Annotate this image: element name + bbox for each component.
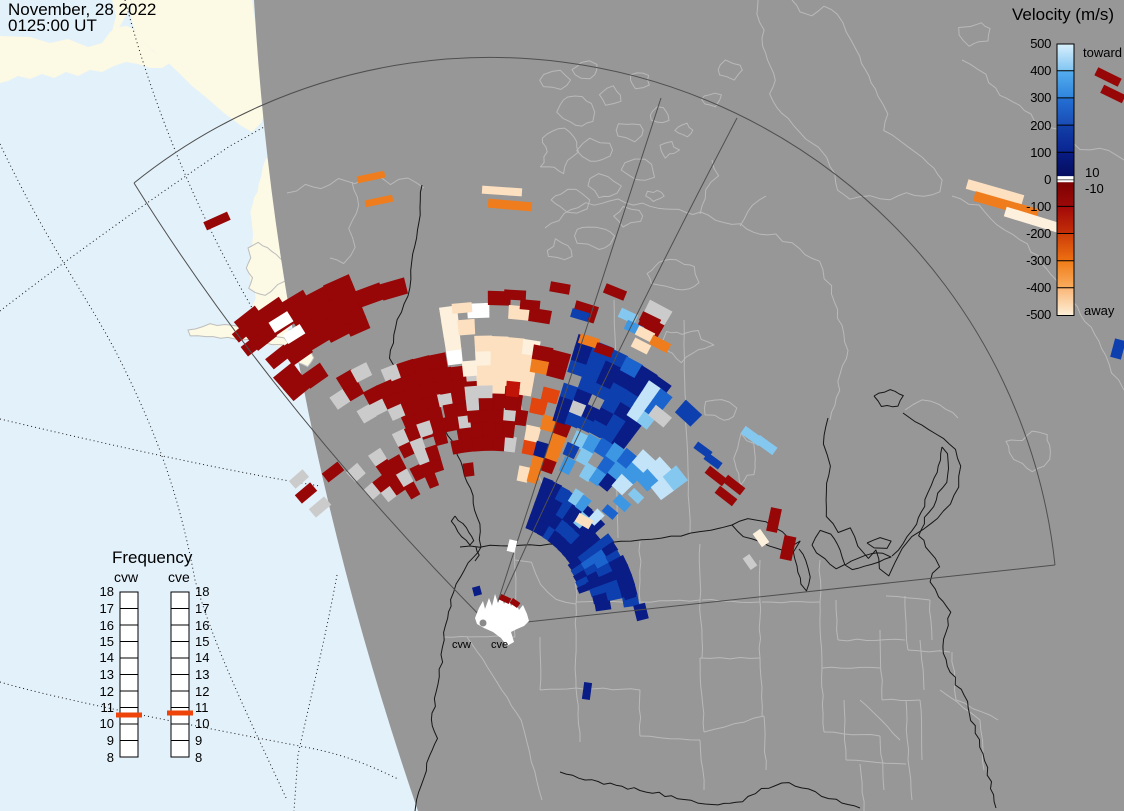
svg-text:10: 10: [1085, 165, 1099, 180]
svg-text:14: 14: [195, 650, 209, 665]
svg-text:Velocity (m/s): Velocity (m/s): [1012, 5, 1114, 24]
svg-text:0125:00 UT: 0125:00 UT: [8, 16, 97, 35]
svg-text:cvw: cvw: [114, 569, 139, 585]
svg-text:15: 15: [100, 634, 114, 649]
svg-text:17: 17: [195, 601, 209, 616]
svg-text:0: 0: [1044, 172, 1051, 187]
svg-text:-10: -10: [1085, 181, 1104, 196]
svg-text:toward: toward: [1083, 45, 1122, 60]
svg-text:13: 13: [195, 667, 209, 682]
svg-text:-500: -500: [1026, 307, 1051, 322]
svg-text:15: 15: [195, 634, 209, 649]
svg-text:cve: cve: [168, 569, 190, 585]
svg-text:16: 16: [195, 618, 209, 633]
svg-text:12: 12: [100, 684, 114, 699]
svg-text:500: 500: [1030, 36, 1051, 51]
svg-text:11: 11: [195, 700, 209, 715]
svg-text:away: away: [1084, 303, 1115, 318]
svg-text:14: 14: [100, 650, 114, 665]
svg-text:Frequency: Frequency: [112, 548, 193, 567]
svg-text:17: 17: [100, 601, 114, 616]
svg-text:18: 18: [100, 584, 114, 599]
svg-text:10: 10: [100, 716, 114, 731]
svg-text:10: 10: [195, 716, 209, 731]
svg-text:9: 9: [195, 733, 202, 748]
svg-text:cvw: cvw: [452, 639, 471, 651]
svg-text:200: 200: [1030, 118, 1051, 133]
svg-text:300: 300: [1030, 90, 1051, 105]
svg-text:-200: -200: [1026, 226, 1051, 241]
svg-text:400: 400: [1030, 63, 1051, 78]
svg-text:-300: -300: [1026, 253, 1051, 268]
svg-text:-100: -100: [1026, 199, 1051, 214]
svg-text:9: 9: [107, 733, 114, 748]
svg-text:16: 16: [100, 618, 114, 633]
svg-text:cve: cve: [491, 639, 508, 651]
svg-text:13: 13: [100, 667, 114, 682]
svg-text:November, 28 2022: November, 28 2022: [8, 0, 156, 19]
svg-text:100: 100: [1030, 145, 1051, 160]
svg-text:18: 18: [195, 584, 209, 599]
svg-text:11: 11: [101, 700, 115, 715]
svg-text:8: 8: [107, 750, 114, 765]
svg-text:8: 8: [195, 750, 202, 765]
svg-text:-400: -400: [1026, 280, 1051, 295]
svg-text:12: 12: [195, 684, 209, 699]
